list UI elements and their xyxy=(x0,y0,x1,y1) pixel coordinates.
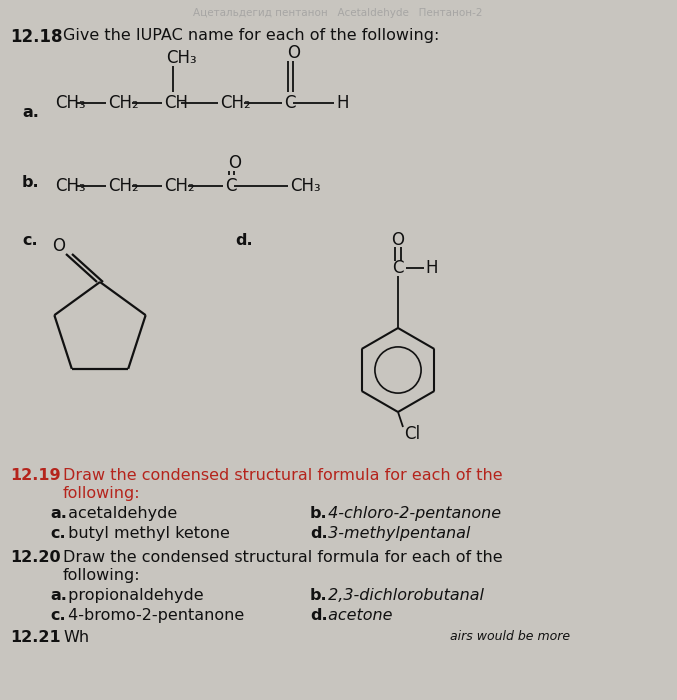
Text: CH: CH xyxy=(164,94,188,112)
Text: a.: a. xyxy=(50,506,67,521)
Text: d.: d. xyxy=(310,526,328,541)
Text: CH₃: CH₃ xyxy=(55,94,85,112)
Text: H: H xyxy=(336,94,349,112)
Text: Wh: Wh xyxy=(63,630,89,645)
Text: CH₃: CH₃ xyxy=(290,177,321,195)
Text: propionaldehyde: propionaldehyde xyxy=(63,588,204,603)
Text: 3-methylpentanal: 3-methylpentanal xyxy=(323,526,471,541)
Text: b.: b. xyxy=(310,588,328,603)
Text: a.: a. xyxy=(50,588,67,603)
Text: 12.18: 12.18 xyxy=(10,28,62,46)
Text: C: C xyxy=(392,259,403,277)
Text: 4-bromo-2-pentanone: 4-bromo-2-pentanone xyxy=(63,608,244,623)
Text: airs would be more: airs would be more xyxy=(450,630,570,643)
Text: C: C xyxy=(225,177,236,195)
Text: 4-chloro-2-pentanone: 4-chloro-2-pentanone xyxy=(323,506,501,521)
Text: following:: following: xyxy=(63,486,141,501)
Text: C: C xyxy=(284,94,295,112)
Text: CH₂: CH₂ xyxy=(108,94,139,112)
Text: O: O xyxy=(52,237,65,255)
Text: CH₃: CH₃ xyxy=(166,49,196,67)
Text: 2,3-dichlorobutanal: 2,3-dichlorobutanal xyxy=(323,588,484,603)
Text: Give the IUPAC name for each of the following:: Give the IUPAC name for each of the foll… xyxy=(63,28,439,43)
Text: O: O xyxy=(228,154,241,172)
Text: CH₃: CH₃ xyxy=(55,177,85,195)
Text: d.: d. xyxy=(310,608,328,623)
Text: 12.21: 12.21 xyxy=(10,630,61,645)
Text: 12.19: 12.19 xyxy=(10,468,61,483)
Text: Cl: Cl xyxy=(404,425,420,443)
Text: acetaldehyde: acetaldehyde xyxy=(63,506,177,521)
Text: a.: a. xyxy=(22,105,39,120)
Text: H: H xyxy=(426,259,438,277)
Text: b.: b. xyxy=(310,506,328,521)
Text: b.: b. xyxy=(22,175,40,190)
Text: following:: following: xyxy=(63,568,141,583)
Text: CH₂: CH₂ xyxy=(220,94,250,112)
Text: acetone: acetone xyxy=(323,608,393,623)
Text: Draw the condensed structural formula for each of the: Draw the condensed structural formula fo… xyxy=(63,468,502,483)
Text: c.: c. xyxy=(50,608,66,623)
Text: O: O xyxy=(391,231,404,249)
Text: 12.20: 12.20 xyxy=(10,550,61,565)
Text: Draw the condensed structural formula for each of the: Draw the condensed structural formula fo… xyxy=(63,550,502,565)
Text: c.: c. xyxy=(50,526,66,541)
Text: Ацетальдегид пентанон   Acetaldehyde   Пентанон-2: Ацетальдегид пентанон Acetaldehyde Пента… xyxy=(193,8,483,18)
Text: d.: d. xyxy=(235,233,253,248)
Text: c.: c. xyxy=(22,233,38,248)
Text: CH₂: CH₂ xyxy=(164,177,195,195)
Text: O: O xyxy=(287,44,300,62)
Text: butyl methyl ketone: butyl methyl ketone xyxy=(63,526,230,541)
Text: CH₂: CH₂ xyxy=(108,177,139,195)
